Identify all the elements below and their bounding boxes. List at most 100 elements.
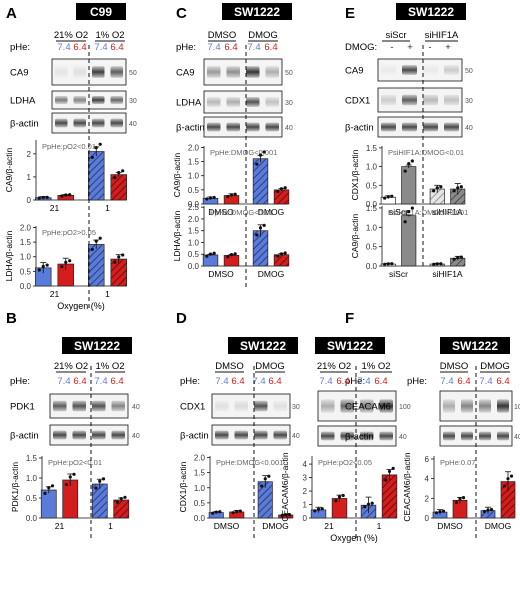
blot-band [254, 430, 268, 440]
x-group-label: 21 [55, 521, 65, 531]
data-point [386, 195, 390, 199]
blot-band [73, 66, 86, 78]
y-axis-label: CEACAM6/β-actin [402, 452, 412, 521]
row-label: pHe: [180, 376, 200, 387]
data-point [280, 513, 284, 517]
y-tick-label: 1.5 [366, 144, 378, 153]
blot-band [92, 400, 106, 412]
group-label: DMSO [215, 361, 244, 372]
data-point [37, 196, 41, 200]
blot-band [207, 122, 221, 132]
group-label: 1% O2 [361, 361, 390, 372]
y-tick-label: 2.0 [188, 143, 200, 152]
data-point [276, 189, 280, 194]
blot-band [321, 399, 335, 413]
blot-label: CA9 [10, 68, 28, 79]
row-value: 7.4 [479, 376, 492, 387]
row-value: 7.4 [94, 42, 107, 53]
data-point [47, 486, 51, 490]
mw-marker: 50 [465, 68, 473, 75]
blot-band [226, 97, 240, 107]
blot-label: β-actin [180, 431, 209, 442]
blot-band [273, 400, 287, 412]
blot-band [273, 430, 287, 440]
x-group-label: 1 [377, 521, 382, 531]
data-point [383, 262, 387, 266]
stat-annotation: PpHe:DMOG<0.01 [210, 208, 273, 217]
panel-letter: A [6, 5, 17, 22]
cell-line-box [440, 337, 510, 354]
data-point [283, 186, 287, 190]
group-label: 21% O2 [54, 30, 88, 41]
blot-band [423, 122, 438, 132]
blot-band [360, 431, 374, 441]
group-label: DMSO [440, 361, 469, 372]
data-point [233, 252, 237, 256]
data-point [205, 254, 209, 258]
stat-annotation: PsiHIF1A:DMOG<0.01 [388, 148, 464, 157]
data-point [509, 474, 514, 478]
blot-band [55, 118, 68, 128]
y-tick-label: 0.5 [188, 250, 200, 259]
blot-band [111, 400, 125, 412]
mw-marker: 100 [514, 404, 520, 411]
mw-marker: 40 [292, 433, 300, 440]
mw-marker: 30 [292, 404, 300, 411]
row-value: 6.4 [224, 42, 237, 53]
data-point [482, 509, 487, 514]
blot-label: PDK1 [10, 402, 35, 413]
y-tick-label: 1.5 [20, 238, 32, 247]
mw-marker: 100 [399, 404, 411, 411]
data-point [283, 251, 287, 255]
row-value: 7.4 [207, 42, 220, 53]
y-axis-label: LDHA/β-actin [4, 230, 14, 281]
row-value: 6.4 [231, 376, 244, 387]
blot-band [381, 65, 396, 75]
data-point [279, 252, 284, 256]
x-group-label: siHIF1A [432, 207, 463, 217]
x-group-label: siScr [389, 269, 408, 279]
data-point [255, 162, 259, 166]
cell-line-label: SW1222 [327, 339, 373, 353]
blot-frame [49, 424, 129, 446]
data-point [119, 496, 123, 501]
y-tick-label: 0.0 [188, 200, 200, 209]
data-point [489, 507, 494, 512]
chart-F1: 0 1 2 3 4 CEACAM6/β-actin PpHe:pO2<0.05 21 1 Oxyg… [280, 452, 398, 543]
y-tick-label: 2 [303, 487, 308, 496]
data-point [435, 262, 439, 266]
y-tick-label: 0 [425, 514, 430, 523]
y-tick-label: 2 [425, 494, 430, 503]
row-value: 6.4 [73, 42, 86, 53]
blot-frame [203, 90, 283, 114]
cell-line-box [62, 337, 132, 354]
stat-annotation: PpHe:pO2<0.01 [42, 142, 96, 151]
data-point [226, 194, 230, 199]
blot-band [92, 66, 105, 78]
stat-annotation: PpHe:pO2<0.05 [318, 458, 372, 467]
row-label: DMOG: [345, 42, 377, 53]
blot-frame [377, 116, 463, 138]
group-label: 1% O2 [95, 30, 124, 41]
blot-band [497, 431, 509, 441]
data-point [90, 155, 94, 159]
row-value: 6.4 [336, 376, 349, 387]
row-value: 7.4 [57, 376, 70, 387]
y-tick-label: 3 [303, 474, 308, 483]
blot-band [72, 430, 86, 440]
row-value: + [445, 42, 451, 53]
data-point [459, 185, 463, 189]
data-point [410, 206, 414, 210]
data-point [486, 508, 490, 512]
data-point [284, 513, 288, 517]
stat-annotation: PpHe:pO2>0.05 [42, 228, 96, 237]
blot-band [443, 431, 455, 441]
data-point [435, 186, 439, 190]
stat-annotation: PpHe:DMOG<0.001 [210, 148, 277, 157]
data-point [235, 509, 239, 514]
data-point [98, 236, 102, 240]
bar [88, 244, 105, 287]
blot-band [53, 400, 67, 412]
data-point [101, 477, 106, 481]
cell-line-box [76, 3, 126, 20]
